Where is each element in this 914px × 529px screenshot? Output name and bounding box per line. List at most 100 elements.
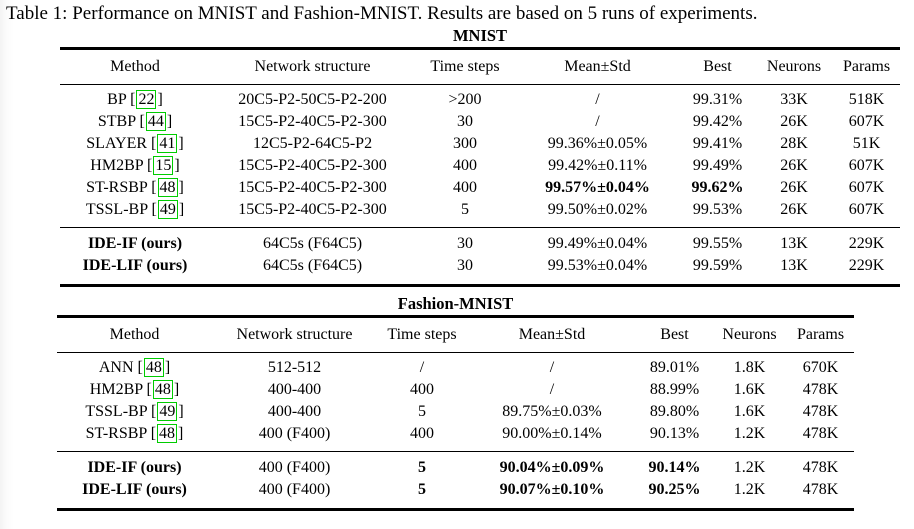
column-header-neurons: Neurons — [722, 326, 777, 343]
citation-link[interactable]: 41 — [157, 134, 178, 153]
column-header-time-steps: Time steps — [387, 326, 457, 343]
cell-params: 607K — [848, 157, 885, 174]
cell-method: ST-RSBP [48] — [85, 424, 184, 443]
table-row: TSSL-BP [49] 15C5-P2-40C5-P2-300 5 99.50%±0… — [60, 199, 900, 228]
cell-network-structure: 15C5-P2-40C5-P2-300 — [238, 179, 387, 196]
table-row: BP [22] 20C5-P2-50C5-P2-200 >200 / 99.31% 33K… — [60, 85, 900, 112]
fashion-mnist-table-heading: Fashion-MNIST — [397, 294, 514, 313]
cell-params: 478K — [802, 403, 839, 420]
cell-mean-std: / — [595, 91, 600, 108]
cell-method: IDE-IF (ours) — [57, 452, 212, 480]
cell-neurons: 13K — [780, 235, 808, 252]
citation-link[interactable]: 15 — [153, 156, 174, 175]
cell-time-steps: 300 — [453, 135, 477, 152]
cell-mean-std: 90.00%±0.14% — [502, 425, 602, 442]
cell-best: 99.49% — [692, 157, 743, 174]
citation-link[interactable]: 48 — [143, 358, 164, 377]
citation-link[interactable]: 49 — [157, 402, 178, 421]
cell-time-steps: 30 — [457, 235, 473, 252]
cell-network-structure: 400 (F400) — [258, 425, 331, 442]
column-header-params: Params — [796, 326, 845, 343]
baseline-rows-group: BP [22] 20C5-P2-50C5-P2-200 >200 / 99.31% 33K… — [60, 85, 900, 228]
column-header-mean-std: Mean±Std — [518, 326, 586, 343]
table-row: IDE-IF (ours) 400 (F400) 5 90.04%±0.09% 90.1… — [57, 452, 854, 480]
cell-mean-std: 99.53%±0.04% — [547, 257, 648, 274]
cell-params: 607K — [848, 113, 885, 130]
cell-mean-std: 99.36%±0.05% — [547, 135, 648, 152]
cell-best: 89.80% — [649, 403, 700, 420]
table-row: IDE-LIF (ours) 64C5s (F64C5) 30 99.53%±0.04… — [60, 255, 900, 286]
method-name: HM2BP — [89, 381, 143, 398]
citation-link[interactable]: 49 — [157, 200, 178, 219]
method-name: IDE-IF (ours) — [87, 459, 182, 476]
column-header-method: Method — [110, 58, 160, 75]
cell-params: 51K — [852, 135, 881, 152]
cell-network-structure: 15C5-P2-40C5-P2-300 — [238, 201, 387, 218]
cell-method: TSSL-BP [49] — [85, 402, 184, 421]
cell-params: 478K — [802, 481, 839, 498]
cell-mean-std: 90.04%±0.09% — [499, 459, 605, 476]
citation-link[interactable]: 22 — [136, 90, 157, 109]
cell-mean-std: 99.57%±0.04% — [545, 179, 650, 196]
cell-best: 88.99% — [649, 381, 700, 398]
cell-network-structure: 20C5-P2-50C5-P2-200 — [238, 91, 387, 108]
method-name: STBP — [97, 113, 136, 130]
citation-link[interactable]: 48 — [157, 424, 178, 443]
table-row: HM2BP [15] 15C5-P2-40C5-P2-300 400 99.42%±0… — [60, 155, 900, 177]
cell-mean-std: / — [595, 113, 600, 130]
cell-network-structure: 12C5-P2-64C5-P2 — [252, 135, 373, 152]
baseline-rows-group: ANN [48] 512-512 / / 89.01% 1.8K 670K HM2BP [48… — [57, 353, 854, 452]
fashion-mnist-results-table: Method Network structure Time steps Mean±St… — [57, 315, 854, 511]
method-name: IDE-LIF (ours) — [82, 257, 188, 274]
cell-neurons: 26K — [780, 157, 808, 174]
cell-time-steps: 400 — [453, 157, 477, 174]
cell-params: 229K — [848, 235, 885, 252]
cell-method: ANN [48] — [98, 358, 171, 377]
table-row: ST-RSBP [48] 15C5-P2-40C5-P2-300 400 99.57%… — [60, 177, 900, 199]
table-row: ST-RSBP [48] 400 (F400) 400 90.00%±0.14% 90.… — [57, 423, 854, 452]
cell-params: 607K — [848, 179, 885, 196]
cell-time-steps: 5 — [418, 459, 426, 476]
mnist-table-section: MNIST Method Network structure Time steps M… — [0, 26, 914, 287]
cell-best: 99.53% — [692, 201, 743, 218]
cell-best: 89.01% — [649, 359, 700, 376]
cell-neurons: 26K — [780, 113, 808, 130]
cell-neurons: 26K — [780, 179, 808, 196]
cell-time-steps: >200 — [448, 91, 482, 108]
citation-link[interactable]: 44 — [145, 112, 166, 131]
cell-network-structure: 400 (F400) — [258, 481, 331, 498]
cell-best: 99.55% — [692, 235, 743, 252]
cell-time-steps: 400 — [410, 381, 434, 398]
cell-method: ST-RSBP [48] — [86, 178, 184, 197]
cell-params: 478K — [802, 425, 839, 442]
cell-neurons: 1.2K — [733, 425, 766, 442]
cell-time-steps: 30 — [457, 113, 473, 130]
cell-time-steps: 30 — [457, 257, 473, 274]
column-header-network-structure: Network structure — [254, 58, 371, 75]
column-header-best: Best — [660, 326, 689, 343]
citation-link[interactable]: 48 — [152, 380, 173, 399]
cell-method: HM2BP [15] — [90, 156, 180, 175]
header-row: Method Network structure Time steps Mean±St… — [60, 49, 900, 85]
cell-mean-std: 99.50%±0.02% — [547, 201, 648, 218]
fashion-mnist-table-section: Fashion-MNIST Method Network structure Tim… — [0, 294, 914, 511]
column-header-time-steps: Time steps — [430, 58, 500, 75]
cell-best: 99.59% — [692, 257, 743, 274]
table-row: IDE-LIF (ours) 400 (F400) 5 90.07%±0.10% 90.… — [57, 479, 854, 510]
cell-mean-std: / — [549, 381, 555, 398]
cell-best: 99.42% — [692, 113, 743, 130]
column-header-neurons: Neurons — [766, 58, 822, 75]
cell-method: HM2BP [48] — [89, 380, 180, 399]
cell-network-structure: 400-400 — [267, 403, 322, 420]
column-header-params: Params — [842, 58, 891, 75]
cell-neurons: 13K — [780, 257, 808, 274]
cell-method: BP [22] — [107, 90, 163, 109]
cell-best: 90.14% — [648, 459, 701, 476]
cell-network-structure: 64C5s (F64C5) — [262, 235, 363, 252]
cell-neurons: 26K — [780, 201, 808, 218]
cell-params: 229K — [848, 257, 885, 274]
cell-neurons: 33K — [780, 91, 808, 108]
citation-link[interactable]: 48 — [157, 178, 178, 197]
cell-method: IDE-LIF (ours) — [60, 255, 210, 286]
